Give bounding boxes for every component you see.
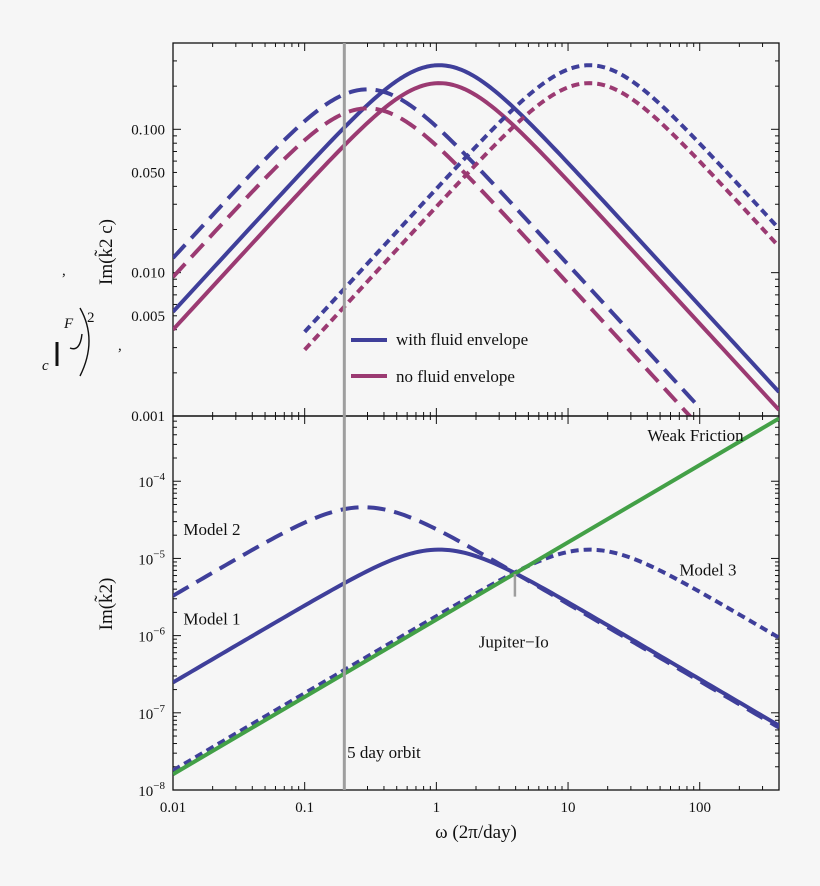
top-y-tick-label: 0.100 (131, 122, 165, 138)
fragment-comma-1: , (62, 263, 66, 279)
bot-y-tick-label: 10−7 (138, 703, 165, 723)
bot-y-tick-label: 10−5 (138, 548, 165, 568)
x-tick-label: 10 (561, 800, 576, 816)
bot-series-2-dotted-blue (173, 547, 779, 773)
legend-label-fluid: with fluid envelope (396, 330, 528, 349)
top-y-tick-label: 0.010 (131, 266, 165, 282)
bottom-series-group (173, 416, 779, 776)
top-y-axis-title: Im(k̃2 c) (94, 219, 117, 285)
top-series-3-dashed-magenta (173, 106, 693, 416)
fragment-superscript-f: F (63, 316, 74, 332)
bottom-panel: 10−8 10−7 10−6 10−5 10−4 0.01 0.1 1 10 100 Im(k̃2… (94, 415, 780, 843)
bot-series-3-solid-green (173, 416, 779, 776)
reference-lines (342, 43, 517, 790)
x-tick-label: 1 (433, 800, 441, 816)
x-tick-label: 0.1 (295, 800, 314, 816)
top-series-4-dotted-blue (303, 63, 779, 334)
top-series-5-dotted-magenta (303, 81, 779, 352)
annotation-model-2: Model 2 (183, 520, 240, 539)
annotation-5-day-orbit: 5 day orbit (347, 743, 421, 762)
x-tick-label: 0.01 (160, 800, 186, 816)
top-series-0-solid-blue (173, 63, 779, 394)
top-y-tick-label: 0.001 (131, 409, 165, 425)
annotation-model-1: Model 1 (183, 609, 240, 628)
annotation-model-3: Model 3 (679, 561, 736, 580)
x-axis-title: ω (2π/day) (435, 822, 517, 843)
left-margin-fragments: , , F c 2 (42, 263, 122, 377)
bottom-axis-ticks: 10−8 10−7 10−6 10−5 10−4 0.01 0.1 1 10 100 (138, 415, 780, 816)
annotation-weak-friction: Weak Friction (647, 426, 744, 445)
annotation-jupiter-io: Jupiter−Io (479, 633, 549, 652)
top-panel: 0.001 0.005 0.010 0.050 0.100 Im(k̃2 c) with… (94, 42, 780, 425)
bot-y-tick-label: 10−4 (138, 471, 165, 491)
bot-y-tick-label: 10−6 (138, 626, 165, 646)
bot-series-0-solid-blue (173, 547, 779, 728)
top-series-2-dashed-blue (173, 87, 702, 410)
bot-series-1-dashed-blue (173, 505, 779, 730)
legend: with fluid envelope no fluid envelope (351, 330, 528, 386)
bot-y-tick-label: 10−8 (138, 780, 165, 800)
fragment-paren (69, 307, 90, 377)
bottom-annotations: Weak Friction Model 2 Model 1 Model 3 Jupite… (183, 426, 744, 762)
top-y-tick-label: 0.005 (131, 309, 165, 325)
fragment-exponent-2: 2 (87, 310, 95, 326)
bottom-y-axis-title: Im(k̃2) (94, 578, 117, 631)
top-axis-ticks: 0.001 0.005 0.010 0.050 0.100 (131, 42, 780, 425)
fragment-comma-2: , (118, 338, 122, 354)
fragment-subscript-c: c (42, 358, 49, 374)
top-series-group (173, 63, 779, 416)
top-series-1-solid-magenta (173, 81, 779, 412)
top-y-tick-label: 0.050 (131, 165, 165, 181)
x-tick-label: 100 (688, 800, 711, 816)
legend-label-nofluid: no fluid envelope (396, 367, 515, 386)
